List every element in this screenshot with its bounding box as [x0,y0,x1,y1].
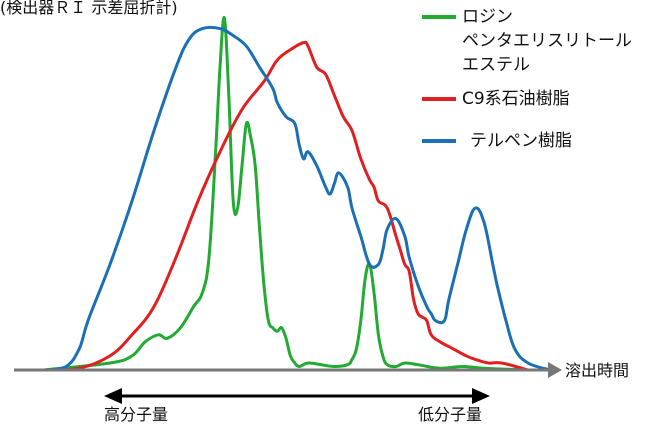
range-arrow-right-head [472,388,490,404]
legend-label-2: C9系石油樹脂 [462,89,570,109]
legend-label-3: テルペン樹脂 [470,131,572,151]
series-line-1 [43,16,529,372]
series-curves [43,16,551,372]
x-axis-arrowhead [548,362,562,378]
x-axis-label: 溶出時間 [565,361,629,380]
top-label: (検出器ＲＩ 示差屈折計) [0,0,178,17]
series-line-2 [43,40,529,372]
range-arrow-left-head [104,388,122,404]
range-right-label: 低分子量 [418,405,482,424]
series-line-3 [43,25,551,372]
legend-label-1: ロジンペンタエリスリトールエステル [462,7,632,75]
range-left-label: 高分子量 [104,405,168,424]
